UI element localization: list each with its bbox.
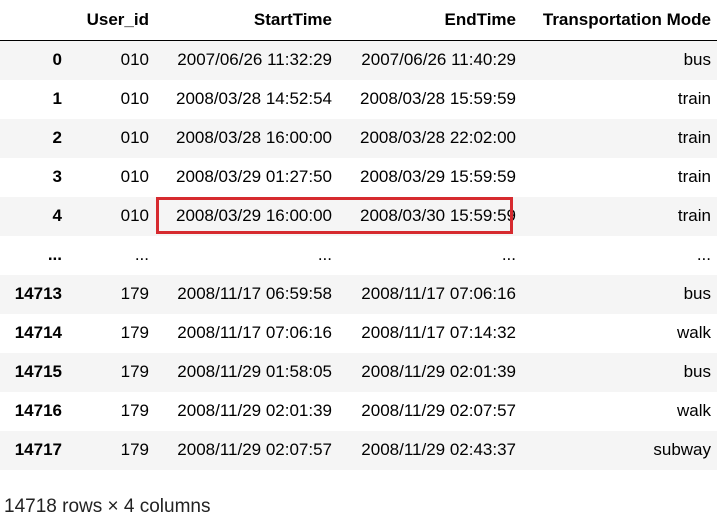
- row-index: 14713: [14, 284, 62, 303]
- header-index: [0, 0, 68, 41]
- row-index: 14716: [14, 401, 62, 420]
- cell-transportation-mode: train: [677, 128, 711, 147]
- cell-start-time: 2007/06/26 11:32:29: [177, 50, 332, 70]
- header-start-time: StartTime: [155, 0, 338, 41]
- cell-start-time: 2008/11/17 07:06:16: [177, 323, 332, 342]
- cell-start-time: ...: [317, 245, 332, 264]
- cell-transportation-mode: train: [677, 206, 711, 225]
- cell-user-id: 179: [120, 401, 149, 420]
- table-summary: 14718 rows × 4 columns: [4, 496, 211, 517]
- cell-end-time: 2008/11/17 07:14:32: [361, 323, 516, 342]
- cell-transportation-mode: bus: [683, 284, 711, 303]
- row-index: 14717: [14, 440, 62, 459]
- cell-user-id: 010: [120, 128, 149, 147]
- cell-user-id: 179: [120, 362, 149, 381]
- cell-start-time: 2008/03/29 01:27:50: [176, 167, 332, 186]
- cell-end-time: ...: [501, 245, 516, 264]
- cell-start-time: 2008/11/29 02:07:57: [177, 440, 332, 459]
- header-user-id: User_id: [68, 0, 155, 41]
- cell-start-time: 2008/11/17 06:59:58: [177, 284, 332, 303]
- cell-start-time: 2008/11/29 01:58:05: [177, 362, 332, 381]
- row-index: 3: [52, 167, 62, 186]
- cell-end-time: 2008/11/29 02:07:57: [361, 401, 516, 420]
- dataframe-table: User_id StartTime EndTime Transportation…: [0, 0, 717, 470]
- row-index: 14714: [14, 323, 62, 342]
- cell-user-id: 010: [120, 206, 149, 225]
- table-body: 0 010 2007/06/26 11:32:29 2007/06/26 11:40:…: [0, 40, 717, 470]
- cell-user-id: 179: [120, 440, 149, 459]
- cell-end-time: 2008/03/29 15:59:59: [360, 167, 516, 186]
- table-row: 14713 179 2008/11/17 06:59:58 2008/11/17 07…: [0, 274, 717, 314]
- table-row: 1 010 2008/03/28 14:52:54 2008/03/28 15:59:…: [0, 80, 717, 119]
- table-row: 14715 179 2008/11/29 01:58:05 2008/11/29 02…: [0, 352, 717, 392]
- table-row: 2 010 2008/03/28 16:00:00 2008/03/28 22:02:…: [0, 118, 717, 158]
- table-header: User_id StartTime EndTime Transportation…: [0, 0, 717, 41]
- row-index: ...: [47, 245, 62, 264]
- cell-transportation-mode: subway: [653, 440, 711, 459]
- cell-transportation-mode: ...: [696, 245, 711, 264]
- cell-transportation-mode: bus: [683, 362, 711, 381]
- cell-end-time: 2008/11/29 02:43:37: [361, 440, 516, 459]
- cell-end-time: 2008/03/28 15:59:59: [360, 89, 516, 108]
- cell-user-id: 010: [120, 50, 149, 70]
- cell-end-time: 2008/11/29 02:01:39: [361, 362, 516, 381]
- cell-start-time: 2008/03/29 16:00:00: [176, 206, 332, 225]
- cell-transportation-mode: walk: [676, 401, 711, 420]
- cell-start-time: 2008/11/29 02:01:39: [177, 401, 332, 420]
- cell-end-time: 2008/11/17 07:06:16: [361, 284, 516, 303]
- cell-transportation-mode: walk: [676, 323, 711, 342]
- cell-end-time: 2007/06/26 11:40:29: [361, 50, 516, 70]
- cell-user-id: 010: [120, 167, 149, 186]
- header-row: User_id StartTime EndTime Transportation…: [0, 0, 717, 41]
- cell-start-time: 2008/03/28 16:00:00: [176, 128, 332, 147]
- table-row: 14716 179 2008/11/29 02:01:39 2008/11/29 02…: [0, 392, 717, 431]
- table-row: 14714 179 2008/11/17 07:06:16 2008/11/17 07…: [0, 314, 717, 353]
- header-transportation-mode: Transportation Mode: [522, 0, 717, 41]
- row-index: 0: [52, 50, 62, 70]
- cell-transportation-mode: train: [677, 89, 711, 108]
- row-index: 2: [52, 128, 62, 147]
- table-row: 4 010 2008/03/29 16:00:00 2008/03/30 15:59:…: [0, 196, 717, 236]
- row-index: 4: [52, 206, 62, 225]
- header-end-time: EndTime: [338, 0, 522, 41]
- cell-user-id: 179: [120, 323, 149, 342]
- cell-user-id: 010: [120, 89, 149, 108]
- table-row: 0 010 2007/06/26 11:32:29 2007/06/26 11:40:…: [0, 40, 717, 80]
- cell-user-id: ...: [134, 245, 149, 264]
- cell-start-time: 2008/03/28 14:52:54: [176, 89, 332, 108]
- row-index: 1: [52, 89, 62, 108]
- cell-user-id: 179: [120, 284, 149, 303]
- cell-transportation-mode: train: [677, 167, 711, 186]
- table-row: 14717 179 2008/11/29 02:07:57 2008/11/29 02…: [0, 430, 717, 470]
- row-index: 14715: [14, 362, 62, 381]
- cell-end-time: 2008/03/30 15:59:59: [360, 206, 516, 225]
- table-row: 3 010 2008/03/29 01:27:50 2008/03/29 15:59:…: [0, 158, 717, 197]
- table-row: ...............: [0, 236, 717, 275]
- cell-transportation-mode: bus: [683, 50, 711, 70]
- cell-end-time: 2008/03/28 22:02:00: [360, 128, 516, 147]
